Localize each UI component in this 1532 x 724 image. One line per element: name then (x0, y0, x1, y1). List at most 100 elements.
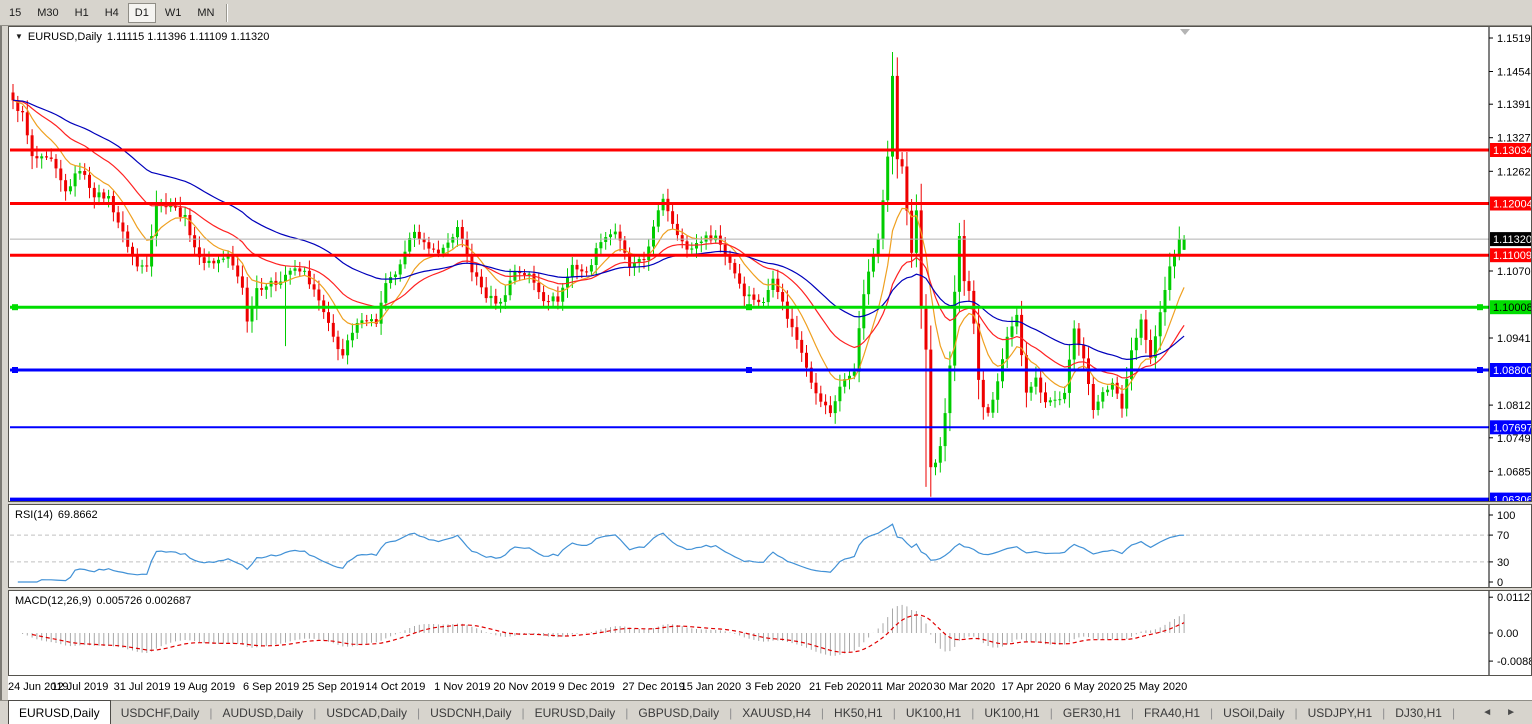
chart-tab-usdcnh-daily[interactable]: USDCNH,Daily (430, 705, 512, 720)
svg-text:1.12625: 1.12625 (1497, 166, 1531, 178)
date-label: 3 Feb 2020 (745, 681, 801, 693)
chart-tab-usdjpy-h1[interactable]: USDJPY,H1 (1307, 705, 1373, 720)
chart-tab-eurusd-daily[interactable]: EURUSD,Daily (8, 700, 111, 724)
chart-tab-bar: EURUSD,Daily USDCHF,Daily | AUDUSD,Daily | US… (0, 700, 1532, 724)
rsi-panel[interactable]: RSI(14) 69.8662 100 70 30 0 (8, 504, 1532, 588)
date-label: 6 May 2020 (1064, 681, 1123, 693)
chart-dropdown-icon[interactable]: ▼ (15, 32, 23, 41)
tab-separator: | (971, 705, 975, 720)
tab-separator: | (1294, 705, 1298, 720)
moving-average-25[interactable] (12, 99, 1185, 379)
date-label: 17 Apr 2020 (1001, 681, 1061, 693)
svg-text:1.13270: 1.13270 (1497, 133, 1531, 145)
chart-tab-uk100-h1[interactable]: UK100,H1 (984, 705, 1040, 720)
svg-text:70: 70 (1497, 530, 1509, 542)
svg-text:1.06850: 1.06850 (1497, 466, 1531, 478)
chart-tab-gbpusd-daily[interactable]: GBPUSD,Daily (638, 705, 720, 720)
macd-title: MACD(12,26,9) 0.005726 0.002687 (15, 595, 191, 607)
timeframe-button-h4[interactable]: H4 (104, 6, 119, 19)
timeframe-button-m30[interactable]: M30 (37, 6, 59, 19)
date-label: 30 Mar 2020 (933, 681, 996, 693)
svg-text:1.11009: 1.11009 (1493, 250, 1531, 262)
chart-tab-usdchf-daily[interactable]: USDCHF,Daily (120, 705, 200, 720)
date-label: 14 Oct 2019 (365, 681, 426, 693)
date-label: 12 Jul 2019 (51, 681, 109, 693)
chart-title: ▼ EURUSD,Daily 1.11115 1.11396 1.11109 1.1… (15, 31, 269, 43)
moving-average-10[interactable] (12, 99, 1185, 391)
rsi-title: RSI(14) 69.8662 (15, 509, 98, 521)
date-label: 19 Aug 2019 (173, 681, 236, 693)
svg-text:1.06306: 1.06306 (1493, 495, 1531, 501)
line-drag-handle[interactable] (12, 367, 18, 373)
timeframe-button-d1[interactable]: D1 (127, 2, 156, 23)
chart-ohlc-values: 1.11115 1.11396 1.11109 1.11320 (106, 31, 270, 43)
timeframe-button-mn[interactable]: MN (197, 6, 215, 19)
tab-separator: | (313, 705, 317, 720)
chart-tab-eurusd-daily[interactable]: EURUSD,Daily (534, 705, 616, 720)
tab-scroll-right-icon[interactable]: ► (1506, 707, 1516, 718)
macd-histogram (22, 604, 1185, 656)
chart-tab-usdcad-daily[interactable]: USDCAD,Daily (326, 705, 407, 720)
svg-text:1.07697: 1.07697 (1493, 422, 1531, 434)
chart-tab-fra40-h1[interactable]: FRA40,H1 (1144, 705, 1201, 720)
tab-separator: | (417, 705, 421, 720)
rsi-line (17, 523, 1185, 583)
date-label: 1 Nov 2019 (434, 681, 491, 693)
panel-separator[interactable] (8, 502, 1532, 504)
chart-tab-usoil-daily[interactable]: USOil,Daily (1223, 705, 1285, 720)
chart-tabs: EURUSD,Daily USDCHF,Daily | AUDUSD,Daily | US… (8, 700, 1456, 724)
svg-text:1.14545: 1.14545 (1497, 67, 1531, 79)
price-scale[interactable]: 1.15190 1.14545 1.13915 1.13270 1.12625 1.107… (1488, 27, 1531, 501)
line-drag-handle[interactable] (746, 367, 752, 373)
chart-tab-audusd-daily[interactable]: AUDUSD,Daily (222, 705, 304, 720)
timeframe-button-h1[interactable]: H1 (74, 6, 89, 19)
svg-text:1.13034: 1.13034 (1493, 145, 1531, 157)
macd-canvas[interactable]: 0.011277 0.00 -0.008845 (9, 591, 1531, 675)
line-drag-handle[interactable] (746, 304, 752, 311)
chart-shift-marker-icon[interactable] (1180, 29, 1190, 35)
macd-indicator-name: MACD(12,26,9) (15, 595, 92, 607)
line-drag-handle[interactable] (1477, 304, 1483, 311)
chart-tab-xauusd-h4[interactable]: XAUUSD,H4 (742, 705, 811, 720)
date-label: 20 Nov 2019 (493, 681, 556, 693)
chart-tab-dj30-h1[interactable]: DJ30,H1 (1395, 705, 1442, 720)
chart-window: ▼ EURUSD,Daily 1.11115 1.11396 1.11109 1.1… (0, 26, 1532, 700)
tab-separator: | (729, 705, 733, 720)
tab-separator: | (1130, 705, 1135, 720)
tab-scroll-left-icon[interactable]: ◄ (1482, 707, 1493, 718)
tab-separator: | (209, 705, 213, 720)
price-chart-canvas[interactable]: 1.15190 1.14545 1.13915 1.13270 1.12625 1.107… (9, 27, 1531, 501)
macd-panel[interactable]: MACD(12,26,9)0.005726 0.002687 0.0112770… (8, 590, 1532, 676)
date-label: 11 Mar 2020 (871, 681, 933, 693)
svg-text:1.12004: 1.12004 (1493, 199, 1531, 211)
macd-scale[interactable]: 0.011277 0.00 -0.008845 (1488, 591, 1531, 675)
date-axis[interactable]: 24 Jun 2019 12 Jul 2019 31 Jul 2019 19 Aug … (8, 676, 1532, 700)
rsi-indicator-name: RSI(14) (15, 509, 53, 521)
tab-separator: | (1049, 705, 1053, 720)
svg-text:0: 0 (1497, 577, 1503, 587)
price-chart-panel[interactable]: ▼ EURUSD,Daily 1.11115 1.11396 1.11109 1.1… (8, 26, 1532, 502)
chart-tab-uk100-h1[interactable]: UK100,H1 (905, 705, 962, 720)
svg-text:1.07495: 1.07495 (1497, 433, 1531, 445)
chart-tab-hk50-h1[interactable]: HK50,H1 (834, 705, 883, 720)
timeframe-button-w1[interactable]: W1 (164, 6, 182, 19)
chart-panels: ▼ EURUSD,Daily 1.11115 1.11396 1.11109 1.1… (8, 26, 1532, 700)
tab-separator: | (1382, 705, 1386, 720)
moving-average-50[interactable] (12, 99, 1185, 361)
line-drag-handle[interactable] (12, 304, 18, 311)
tab-separator: | (1451, 705, 1456, 720)
rsi-scale[interactable]: 100 70 30 0 (1488, 505, 1515, 587)
chart-tab-ger30-h1[interactable]: GER30,H1 (1062, 705, 1121, 720)
panel-separator[interactable] (8, 588, 1532, 590)
timeframe-button-15[interactable]: 15 (9, 6, 22, 19)
tab-separator: | (892, 705, 896, 720)
toolbar-separator (226, 3, 228, 22)
chart-symbol-period: EURUSD,Daily (27, 31, 102, 43)
rsi-canvas[interactable]: 100 70 30 0 (9, 505, 1531, 587)
svg-text:100: 100 (1497, 510, 1515, 522)
line-drag-handle[interactable] (1477, 367, 1483, 373)
svg-text:1.09415: 1.09415 (1497, 333, 1531, 345)
date-label: 31 Jul 2019 (113, 681, 171, 693)
svg-text:1.11320: 1.11320 (1493, 234, 1531, 246)
date-label: 25 May 2020 (1123, 681, 1188, 693)
